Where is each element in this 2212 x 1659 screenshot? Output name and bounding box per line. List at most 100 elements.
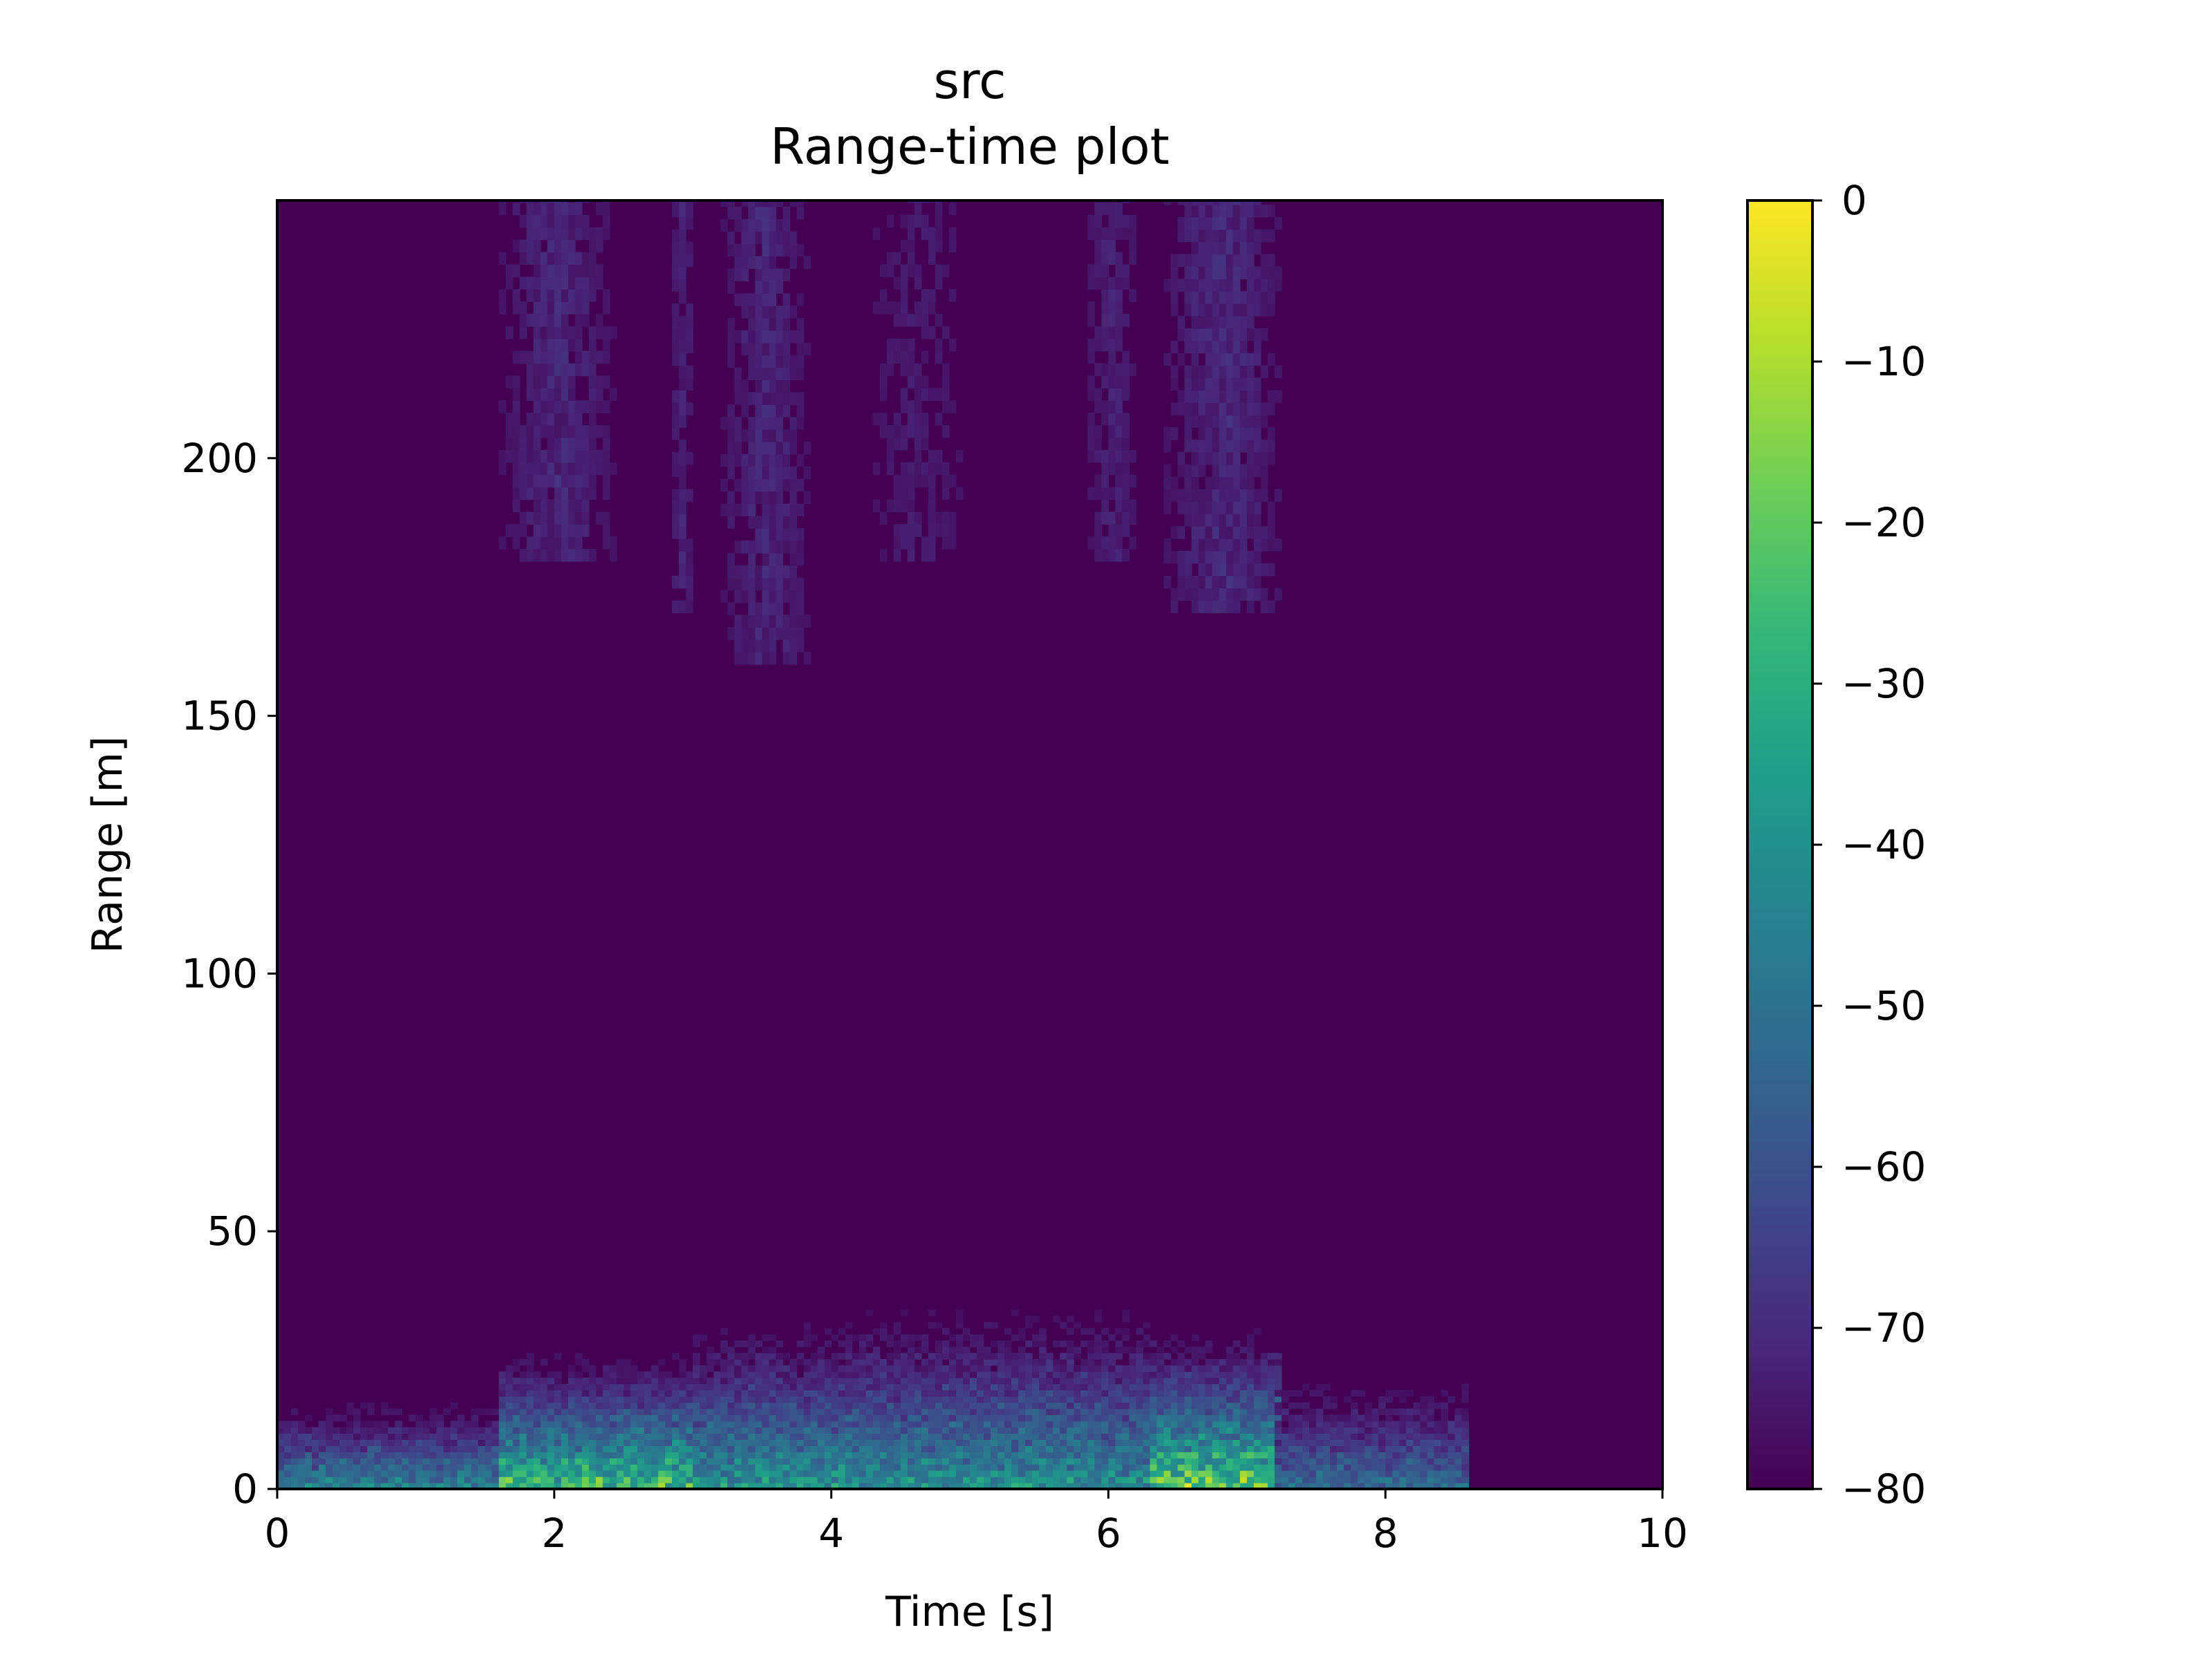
heatmap-cell — [914, 400, 922, 413]
heatmap-cell — [1108, 1353, 1116, 1360]
heatmap-cell — [700, 1389, 707, 1397]
heatmap-cell — [1205, 204, 1213, 218]
heatmap-cell — [817, 1402, 825, 1409]
heatmap-cell — [1385, 1433, 1393, 1441]
heatmap-cell — [1246, 514, 1255, 527]
heatmap-cell — [1267, 204, 1275, 218]
heatmap-cell — [588, 350, 597, 364]
heatmap-cell — [1101, 1396, 1109, 1403]
heatmap-cell — [450, 1402, 458, 1409]
heatmap-cell — [941, 1439, 950, 1446]
heatmap-cell — [748, 218, 756, 232]
heatmap-cell — [402, 1452, 409, 1459]
heatmap-cell — [1219, 439, 1227, 453]
heatmap-cell — [1232, 526, 1241, 539]
heatmap-cell — [727, 1452, 735, 1459]
heatmap-cell — [1246, 316, 1255, 329]
heatmap-cell — [748, 552, 756, 566]
heatmap-cell — [346, 1439, 354, 1446]
heatmap-cell — [533, 314, 541, 327]
heatmap-cell — [464, 1477, 472, 1483]
heatmap-cell — [1316, 1483, 1324, 1489]
heatmap-cell — [1288, 1452, 1296, 1459]
heatmap-cell — [568, 1377, 576, 1385]
heatmap-cell — [789, 491, 798, 505]
heatmap-cell — [526, 1414, 534, 1422]
heatmap-cell — [810, 1433, 818, 1441]
heatmap-cell — [505, 1470, 514, 1477]
heatmap-cell — [1226, 1439, 1234, 1446]
heatmap-cell — [1267, 1464, 1275, 1471]
heatmap-cell — [1226, 291, 1234, 304]
heatmap-cell — [679, 1477, 686, 1483]
heatmap-cell — [498, 536, 507, 550]
heatmap-cell — [727, 1427, 735, 1434]
heatmap-cell — [1087, 350, 1095, 364]
heatmap-cell — [907, 1334, 915, 1341]
heatmap-cell — [644, 1445, 652, 1452]
heatmap-cell — [367, 1439, 375, 1446]
heatmap-cell — [1080, 1389, 1088, 1397]
heatmap-cell — [776, 306, 784, 319]
heatmap-cell — [1274, 216, 1282, 230]
heatmap-cell — [1177, 1414, 1185, 1422]
heatmap-cell — [519, 1402, 527, 1409]
heatmap-cell — [727, 1477, 735, 1483]
heatmap-cell — [782, 342, 791, 356]
heatmap-cell — [893, 1427, 901, 1434]
heatmap-cell — [1198, 316, 1206, 329]
heatmap-cell — [526, 276, 534, 290]
heatmap-cell — [796, 615, 805, 628]
heatmap-cell — [512, 239, 521, 253]
heatmap-cell — [727, 1383, 735, 1391]
heatmap-cell — [1115, 1458, 1123, 1465]
heatmap-cell — [512, 425, 521, 438]
heatmap-cell — [1205, 340, 1213, 354]
heatmap-cell — [970, 1427, 977, 1434]
heatmap-cell — [1067, 1433, 1074, 1441]
heatmap-cell — [1046, 1433, 1053, 1441]
heatmap-cell — [319, 1421, 326, 1428]
heatmap-cell — [595, 400, 603, 413]
heatmap-cell — [1108, 1408, 1116, 1416]
heatmap-cell — [1101, 1359, 1109, 1366]
heatmap-cell — [1025, 1402, 1033, 1409]
heatmap-cell — [554, 1389, 562, 1397]
heatmap-cell — [700, 1470, 707, 1477]
heatmap-cell — [789, 516, 798, 529]
heatmap-cell — [782, 1477, 791, 1483]
heatmap-cell — [1080, 1452, 1088, 1459]
heatmap-cell — [810, 1445, 818, 1452]
heatmap-cell — [291, 1433, 299, 1441]
heatmap-cell — [991, 1464, 998, 1471]
heatmap-cell — [1226, 200, 1234, 205]
heatmap-cell — [748, 503, 756, 516]
heatmap-cell — [526, 363, 534, 377]
heatmap-cell — [1246, 501, 1255, 514]
heatmap-cell — [893, 1421, 901, 1428]
heatmap-cell — [1253, 241, 1262, 255]
heatmap-cell — [1406, 1452, 1414, 1459]
heatmap-cell — [1032, 1414, 1040, 1422]
heatmap-cell — [727, 1389, 735, 1397]
heatmap-cell — [997, 1458, 1005, 1465]
heatmap-cell — [1226, 254, 1234, 268]
heatmap-cell — [762, 639, 770, 653]
heatmap-cell — [720, 1396, 728, 1403]
heatmap-cell — [734, 565, 742, 579]
heatmap-cell — [686, 575, 693, 589]
heatmap-cell — [1198, 1464, 1206, 1471]
heatmap-cell — [624, 1470, 631, 1477]
heatmap-cell — [422, 1452, 431, 1459]
heatmap-cell — [547, 462, 555, 476]
heatmap-cell — [409, 1452, 416, 1459]
heatmap-cell — [693, 1353, 700, 1360]
heatmap-cell — [658, 1483, 666, 1489]
heatmap-cell — [865, 1470, 874, 1477]
heatmap-cell — [1226, 229, 1234, 243]
heatmap-cell — [665, 1445, 673, 1452]
heatmap-cell — [339, 1483, 347, 1489]
heatmap-cell — [1232, 1464, 1241, 1471]
heatmap-cell — [1434, 1439, 1441, 1446]
heatmap-cell — [1365, 1464, 1372, 1471]
